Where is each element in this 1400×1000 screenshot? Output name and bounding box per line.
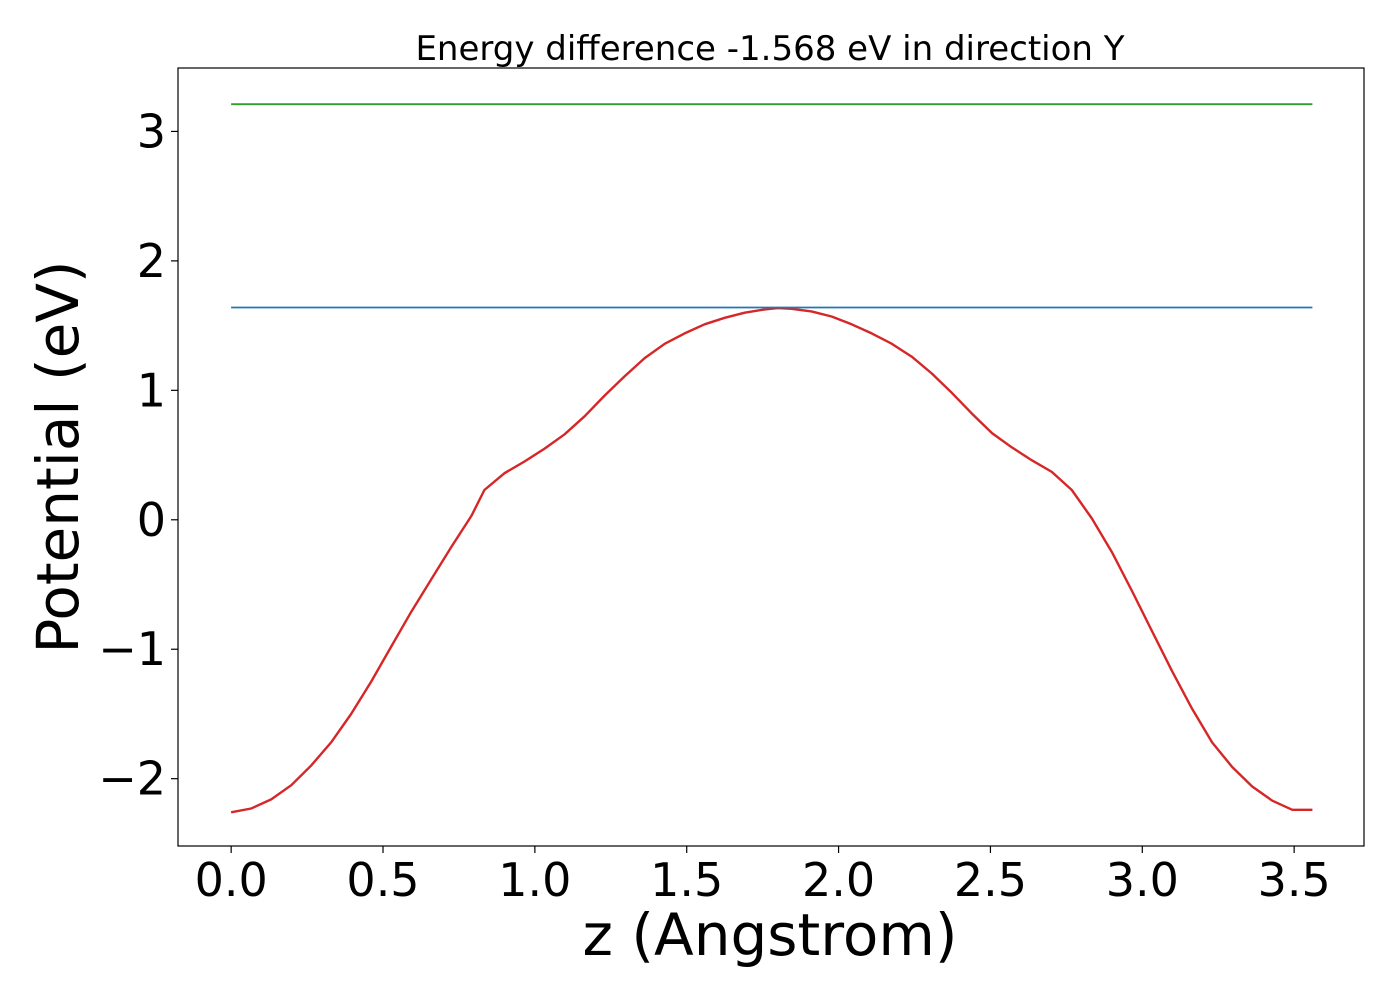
y-tick-label: 2: [137, 234, 166, 288]
plot-area: [230, 103, 1313, 814]
potential-curve-line: [230, 306, 1313, 814]
x-tick-label: 0.0: [195, 853, 268, 907]
y-tick-label: 3: [137, 104, 166, 158]
x-tick-label: 3.5: [1258, 853, 1331, 907]
x-tick-label: 2.5: [954, 853, 1027, 907]
y-tick-label: −1: [98, 622, 166, 676]
y-tick-label: −2: [98, 752, 166, 806]
y-axis: −2 −1 0 1 2 3: [98, 104, 178, 806]
y-axis-label: Potential (eV): [24, 260, 92, 653]
x-tick-label: 1.5: [650, 853, 723, 907]
axes-frame: [177, 67, 1365, 847]
x-axis-label: z (Angstrom): [583, 901, 958, 969]
y-tick-label: 1: [137, 363, 166, 417]
x-tick-label: 3.0: [1106, 853, 1179, 907]
x-tick-label: 2.0: [802, 853, 875, 907]
chart-title: Energy difference -1.568 eV in direction…: [415, 29, 1124, 69]
x-tick-label: 0.5: [346, 853, 419, 907]
y-tick-label: 0: [137, 493, 166, 547]
x-axis: 0.0 0.5 1.0 1.5 2.0 2.5 3.0 3.5: [195, 846, 1331, 907]
x-tick-label: 1.0: [498, 853, 571, 907]
